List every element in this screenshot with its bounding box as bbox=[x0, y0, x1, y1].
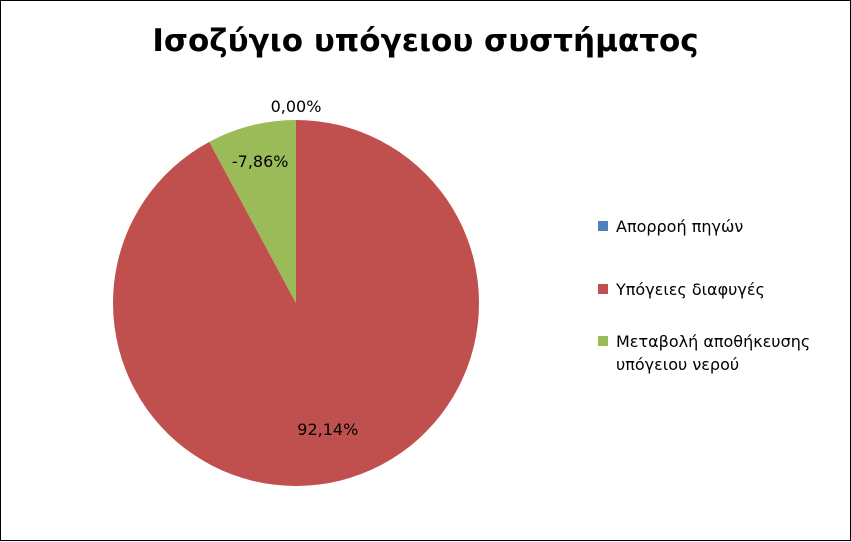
chart-legend: Απορροή πηγών Υπόγειες διαφυγές Μεταβολή… bbox=[598, 215, 843, 376]
legend-swatch bbox=[598, 284, 608, 294]
legend-swatch bbox=[598, 221, 608, 231]
legend-label: Απορροή πηγών bbox=[616, 217, 744, 236]
legend-item-ypogeies-diafyges: Υπόγειες διαφυγές bbox=[598, 278, 843, 301]
data-label: 0,00% bbox=[271, 97, 322, 116]
chart-title: Ισοζύγιο υπόγειου συστήματος bbox=[152, 23, 699, 59]
legend-swatch bbox=[598, 336, 608, 346]
legend-item-metavoli-apothikefsis: Μεταβολή αποθήκευσης υπόγειου νερού bbox=[598, 330, 843, 376]
data-label: 92,14% bbox=[297, 420, 358, 439]
legend-label: Μεταβολή αποθήκευσης υπόγειου νερού bbox=[616, 332, 811, 374]
data-label: -7,86% bbox=[232, 152, 289, 171]
legend-label: Υπόγειες διαφυγές bbox=[616, 280, 765, 299]
legend-item-apororoi-pigon: Απορροή πηγών bbox=[598, 215, 843, 238]
slice-metavoli-apothikefsis bbox=[209, 120, 296, 303]
